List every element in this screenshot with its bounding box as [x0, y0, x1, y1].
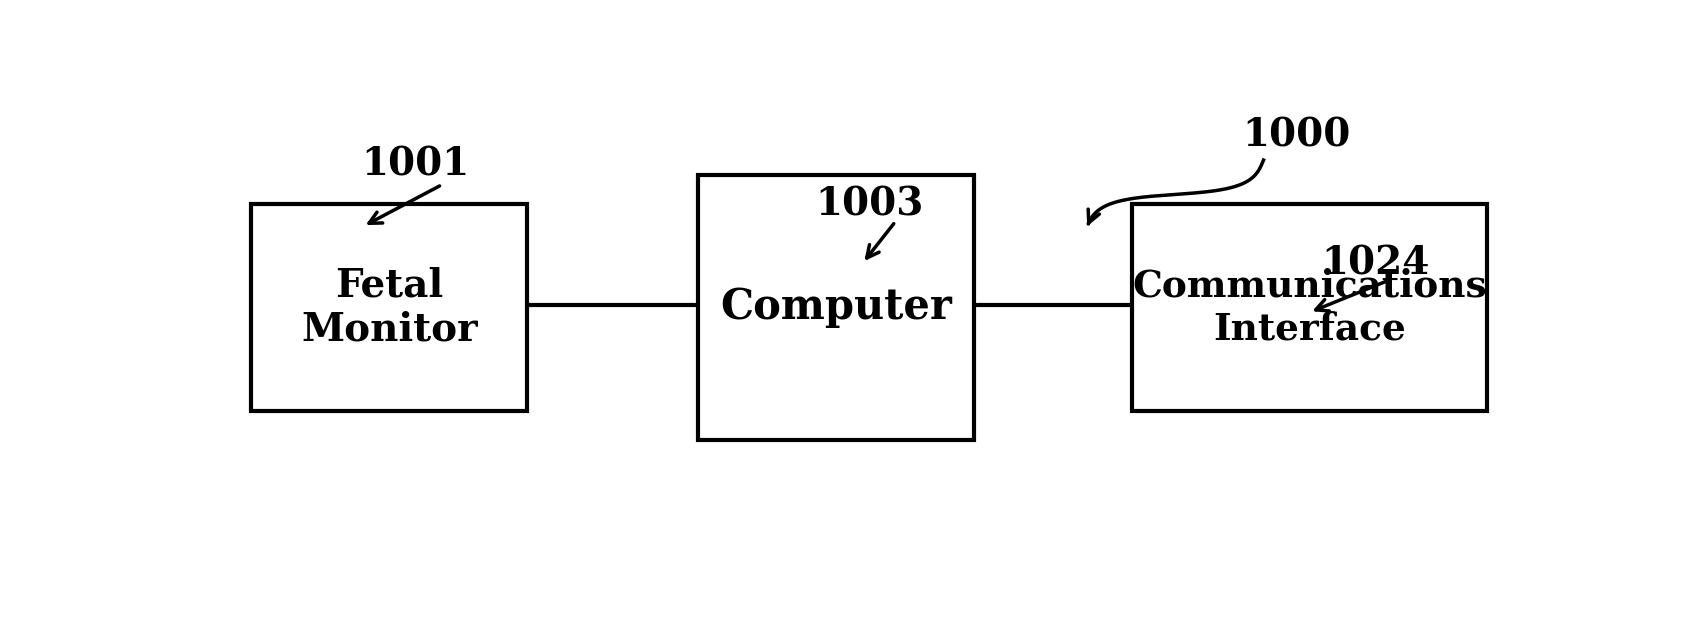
FancyBboxPatch shape [1133, 204, 1487, 411]
Text: 1001: 1001 [361, 146, 470, 184]
Text: 1000: 1000 [1241, 117, 1350, 154]
Text: 1024: 1024 [1321, 244, 1430, 282]
Text: Communications
Interface: Communications Interface [1133, 267, 1487, 347]
Text: 1003: 1003 [816, 185, 923, 223]
Text: Fetal
Monitor: Fetal Monitor [302, 267, 478, 348]
Text: Computer: Computer [721, 286, 951, 329]
FancyBboxPatch shape [251, 204, 527, 411]
FancyBboxPatch shape [699, 175, 974, 440]
